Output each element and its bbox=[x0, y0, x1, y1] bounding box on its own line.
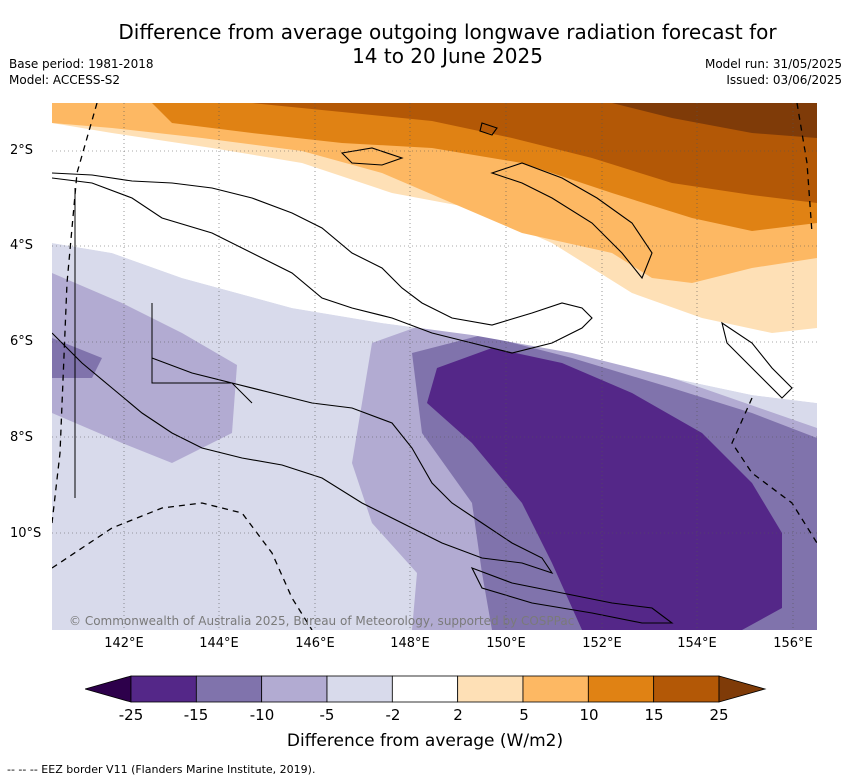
model-run: Model run: 31/05/2025 bbox=[704, 57, 842, 71]
lat-label: 8°S bbox=[10, 430, 34, 445]
title-line-2: 14 to 20 June 2025 bbox=[352, 44, 543, 68]
lon-label: 152°E bbox=[582, 636, 622, 651]
lon-label: 146°E bbox=[295, 636, 335, 651]
lon-label: 148°E bbox=[390, 636, 430, 651]
lat-label: 6°S bbox=[10, 334, 34, 349]
colorbar-tick: -15 bbox=[183, 706, 209, 724]
colorbar-cell bbox=[457, 675, 524, 703]
colorbar-tick: -10 bbox=[249, 706, 275, 724]
colorbar-tick: 2 bbox=[453, 706, 463, 724]
colorbar-tick: -25 bbox=[118, 706, 144, 724]
borders bbox=[74, 188, 253, 498]
model-name: Model: ACCESS-S2 bbox=[9, 73, 121, 87]
eez-legend: -- -- -- EEZ border V11 (Flanders Marine… bbox=[7, 763, 316, 776]
colorbar-tick: 15 bbox=[644, 706, 664, 724]
colorbar-label: Difference from average (W/m2) bbox=[286, 731, 564, 751]
meta-left: Base period: 1981-2018 Model: ACCESS-S2 bbox=[9, 56, 154, 88]
eez-borders bbox=[52, 103, 817, 630]
colorbar-tick: 25 bbox=[709, 706, 729, 724]
colorbar-cell bbox=[391, 675, 459, 703]
olr-map bbox=[52, 103, 817, 630]
colorbar-cell bbox=[261, 675, 328, 703]
copyright-credit: © Commonwealth of Australia 2025, Bureau… bbox=[69, 614, 575, 628]
colorbar-high-arrow bbox=[718, 675, 767, 703]
colorbar bbox=[83, 674, 767, 708]
lat-label: 4°S bbox=[10, 238, 34, 253]
colorbar-tick: 10 bbox=[579, 706, 599, 724]
colorbar-tick: 5 bbox=[519, 706, 529, 724]
lon-label: 156°E bbox=[773, 636, 813, 651]
title-line-1: Difference from average outgoing longwav… bbox=[118, 20, 777, 44]
lat-label: 2°S bbox=[10, 143, 34, 158]
lon-label: 150°E bbox=[486, 636, 526, 651]
olr-band-neg15-neg25 bbox=[427, 348, 782, 630]
colorbar-tick: -2 bbox=[385, 706, 401, 724]
olr-band-neutral bbox=[52, 163, 817, 403]
colorbar-cell bbox=[326, 675, 393, 703]
olr-band-neg5-neg10 bbox=[52, 273, 237, 463]
lon-label: 154°E bbox=[677, 636, 717, 651]
colorbar-low-arrow bbox=[83, 675, 132, 703]
colorbar-cell bbox=[522, 675, 589, 703]
meta-right: Model run: 31/05/2025 Issued: 03/06/2025 bbox=[705, 56, 842, 88]
base-period: Base period: 1981-2018 bbox=[9, 57, 154, 71]
coastlines bbox=[52, 122, 793, 624]
lon-label: 142°E bbox=[104, 636, 144, 651]
colorbar-cell bbox=[130, 675, 197, 703]
issued-date: Issued: 03/06/2025 bbox=[726, 73, 842, 87]
colorbar-tick: -5 bbox=[319, 706, 335, 724]
map-title: Difference from average outgoing longwav… bbox=[60, 20, 835, 68]
colorbar-cell bbox=[587, 675, 655, 703]
colorbar-cell bbox=[195, 675, 263, 703]
lat-label: 10°S bbox=[10, 526, 42, 541]
olr-band-pos15-pos25 bbox=[252, 103, 817, 203]
colorbar-cell bbox=[653, 675, 720, 703]
olr-band-gt25 bbox=[612, 103, 817, 138]
lon-label: 144°E bbox=[199, 636, 239, 651]
